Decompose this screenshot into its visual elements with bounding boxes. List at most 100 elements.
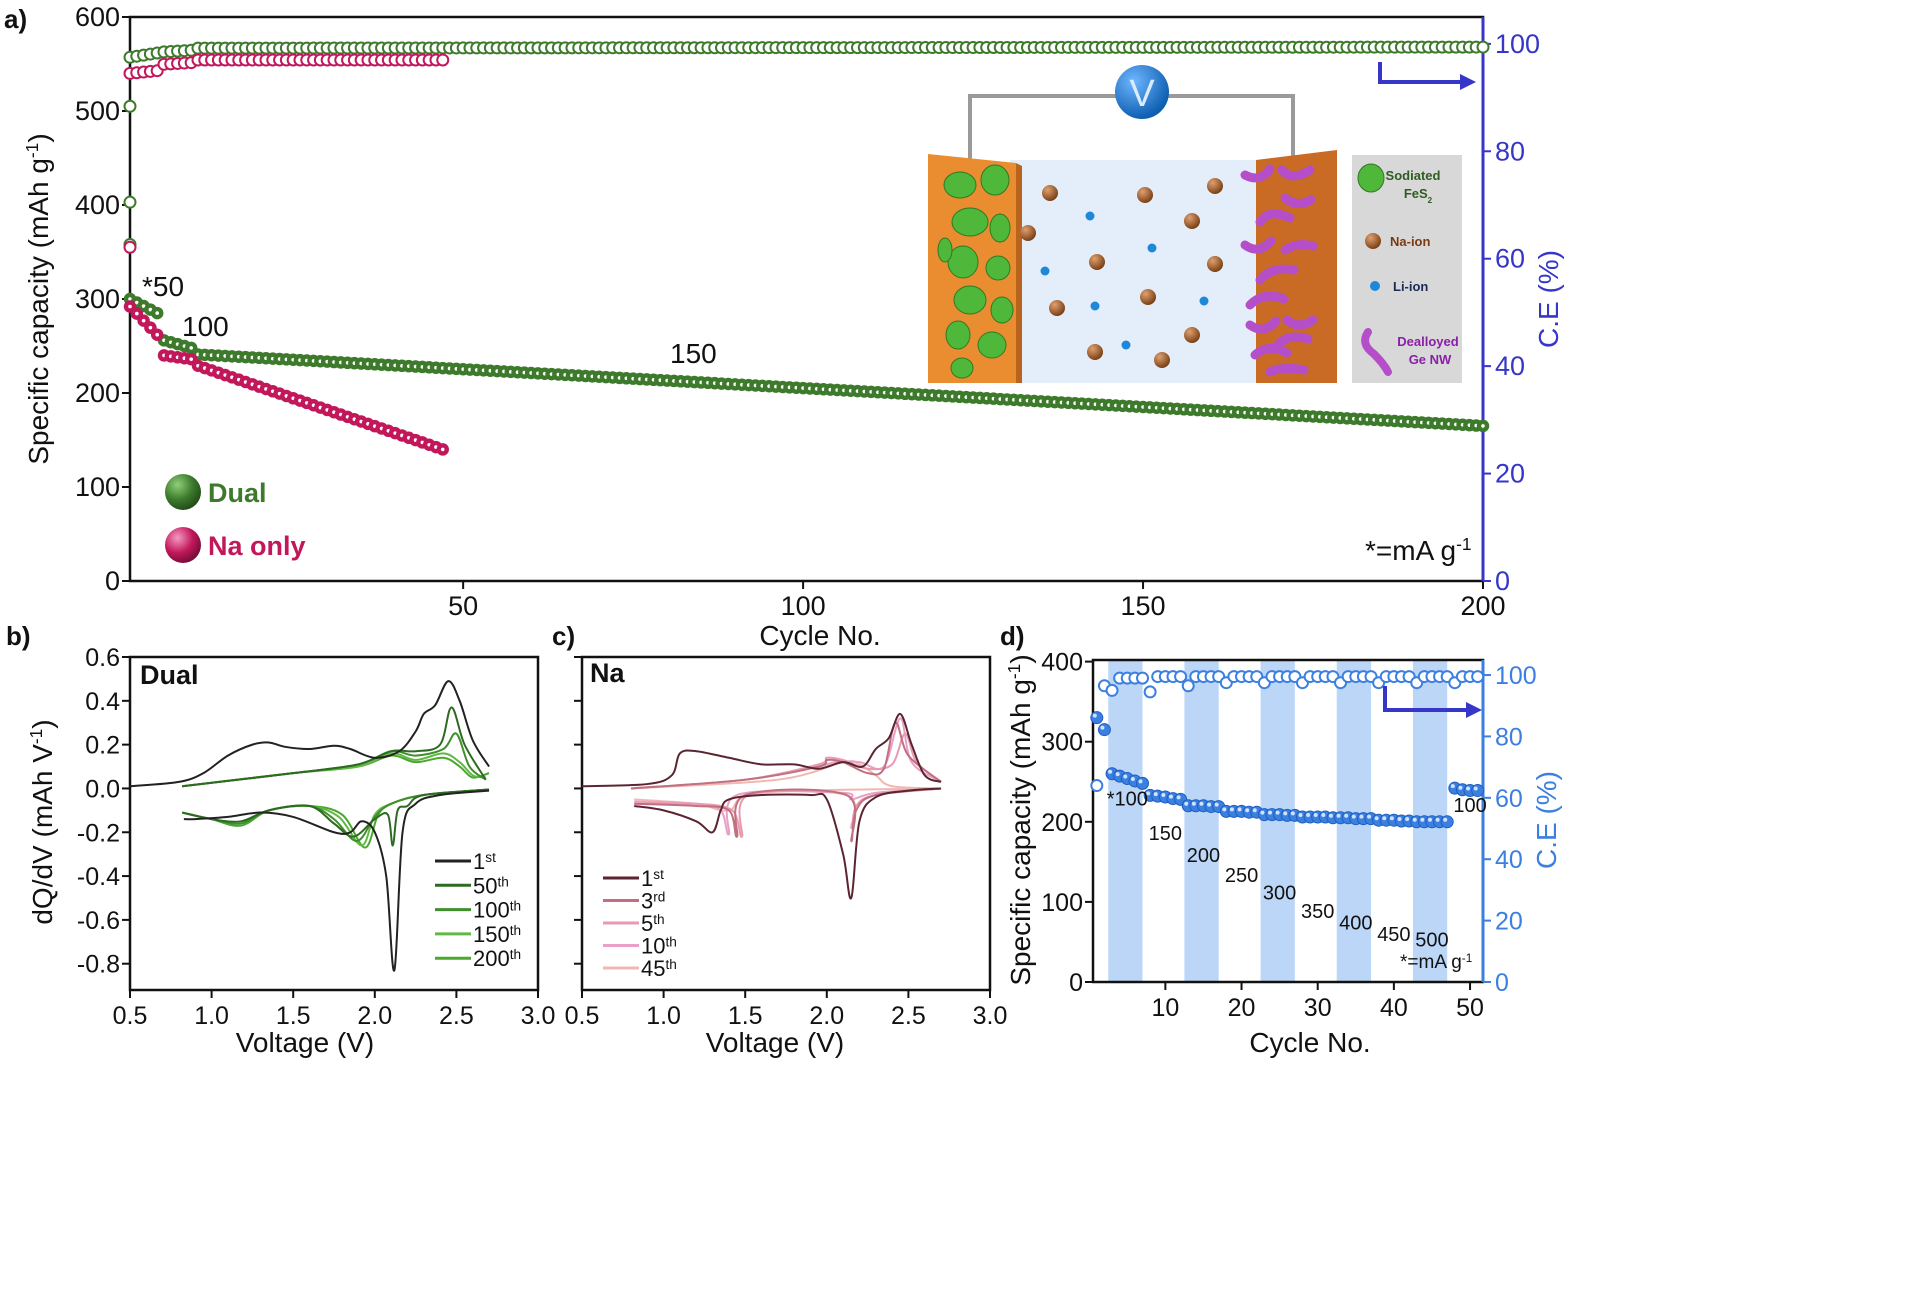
capacity-point-highlight	[1108, 769, 1113, 774]
capacity-point-highlight	[1191, 801, 1196, 806]
capacity-point-highlight	[1184, 801, 1189, 806]
capacity-point-highlight	[1275, 810, 1280, 815]
y2-tick-label: 60	[1495, 244, 1525, 274]
ce-axis-arrow-icon	[1383, 686, 1482, 718]
capacity-point-highlight	[1237, 807, 1242, 812]
capacity-point-highlight	[1290, 811, 1295, 816]
panel-b-dqdv-dual-chart: 0.5 1.0 1.5 2.0 2.5 3.0 0.6 0.4 0.2 0.0 -0.2 -0.4 -0…	[77, 644, 555, 1030]
x-tick-label: 200	[1460, 591, 1505, 621]
series-na-only-ce	[123, 53, 450, 80]
capacity-point-highlight	[1176, 795, 1181, 800]
discharge-branch	[182, 788, 490, 843]
y-tick-label: 0.2	[85, 732, 120, 760]
legend-entry-100th: 100th	[435, 898, 521, 923]
capacity-point-center	[128, 304, 132, 309]
capacity-point-highlight	[1092, 713, 1097, 718]
capacity-point-highlight	[1245, 808, 1250, 813]
na-ion-icons	[1020, 178, 1223, 368]
capacity-point-highlight	[1207, 802, 1212, 807]
legend-fes2-label-1: Sodiated	[1386, 168, 1441, 183]
legend-label: 5th	[641, 911, 665, 936]
capacity-point-highlight	[1344, 813, 1349, 818]
panel-c-title: Na	[590, 658, 625, 688]
capacity-point-highlight	[1458, 785, 1463, 790]
voltmeter-icon	[1115, 65, 1169, 119]
capacity-point-highlight	[1405, 817, 1410, 821]
capacity-point-highlight	[1367, 814, 1372, 819]
capacity-point	[1136, 776, 1150, 790]
legend-entry-3rd: 3rd	[603, 889, 665, 914]
capacity-point-highlight	[1397, 817, 1402, 821]
capacity-point-center	[1481, 424, 1485, 428]
legend-li-ion-label: Li-ion	[1393, 279, 1428, 294]
panel-label-a: a)	[4, 4, 27, 34]
capacity-point-highlight	[1359, 814, 1364, 819]
panel-d-rate-chart: 10 20 30 40 500100200300400020406080100*1001…	[1041, 649, 1536, 1022]
y-tick-label: -0.8	[77, 951, 120, 979]
capacity-point-highlight	[1420, 817, 1425, 822]
panel-c-xlabel: Voltage (V)	[706, 1027, 845, 1058]
rate-label: 500	[1415, 930, 1448, 952]
y2-tick-label: 100	[1495, 662, 1537, 690]
ce-point	[1143, 685, 1157, 699]
rate-band	[1184, 660, 1219, 982]
capacity-point-highlight	[1427, 817, 1432, 822]
capacity-point	[1097, 723, 1111, 737]
capacity-point-highlight	[1306, 812, 1311, 817]
panel-d-note: *=mA g-1	[1400, 952, 1472, 974]
capacity-point	[1090, 711, 1104, 725]
x-tick-label: 10	[1151, 994, 1179, 1022]
legend-entry-150th: 150th	[435, 922, 521, 947]
y2-tick-label: 40	[1495, 846, 1523, 874]
y2-tick-label: 0	[1495, 969, 1509, 997]
legend-na-only-label: Na only	[208, 531, 306, 561]
capacity-point-highlight	[1466, 786, 1471, 791]
x-tick-label: 40	[1380, 994, 1408, 1022]
y-tick-label: 200	[75, 378, 120, 408]
capacity-point-highlight	[1153, 792, 1158, 797]
y-tick-label: -0.2	[77, 819, 120, 847]
fes2-electrode-edge	[1016, 163, 1022, 383]
panel-d-y2label: C.E (%)	[1531, 771, 1562, 869]
capacity-point-highlight	[1298, 812, 1303, 817]
legend-entry-50th: 50th	[435, 873, 509, 898]
first-cycle-point	[123, 195, 137, 209]
panel-a-annotation-rate1: *50	[142, 271, 184, 302]
capacity-point-center	[148, 307, 153, 312]
capacity-point-highlight	[1389, 816, 1394, 821]
panel-a-y2label: C.E (%)	[1533, 250, 1564, 348]
legend-label: 1st	[473, 849, 496, 874]
battery-schematic-inset: V Sodiated FeS2 Na-ion Li-ion Dealloyed …	[928, 65, 1462, 383]
x-tick-label: 50	[1456, 994, 1484, 1022]
legend-label: 3rd	[641, 889, 665, 914]
capacity-point-highlight	[1260, 810, 1265, 815]
legend-label: 45th	[641, 956, 677, 981]
capacity-point-highlight	[1268, 810, 1273, 815]
y-tick-label: 0.4	[85, 688, 120, 716]
legend-fes2-icon	[1357, 163, 1385, 193]
li-ion-icons	[1040, 211, 1209, 350]
first-cycle-point	[123, 240, 137, 254]
charge-branch	[182, 706, 487, 788]
panel-a-legend: Dual Na only	[165, 474, 306, 563]
panel-label-b: b)	[6, 621, 31, 651]
capacity-point-highlight	[1336, 813, 1341, 818]
x-tick-label: 1.5	[728, 1002, 763, 1030]
y-tick-label: 600	[75, 2, 120, 32]
discharge-branch	[634, 787, 942, 838]
panel-a-cycling-chart: 50 100 150 20001002003004005006000204060801…	[75, 2, 1540, 621]
y-tick-label: 0	[105, 566, 120, 596]
capacity-point-highlight	[1168, 794, 1173, 799]
y2-tick-label: 80	[1495, 136, 1525, 166]
legend-entry-45th: 45th	[603, 956, 677, 981]
series-na-only-capacity	[123, 240, 450, 456]
capacity-point-highlight	[1222, 807, 1227, 812]
legend-entry-1st: 1st	[603, 866, 664, 891]
panel-b-xlabel: Voltage (V)	[236, 1027, 375, 1058]
rate-label: 450	[1377, 924, 1410, 946]
capacity-point-center	[141, 318, 146, 323]
y-tick-label: 0	[1069, 969, 1083, 997]
legend-entry-200th: 200th	[435, 946, 521, 971]
y-tick-label: 300	[1041, 729, 1083, 757]
